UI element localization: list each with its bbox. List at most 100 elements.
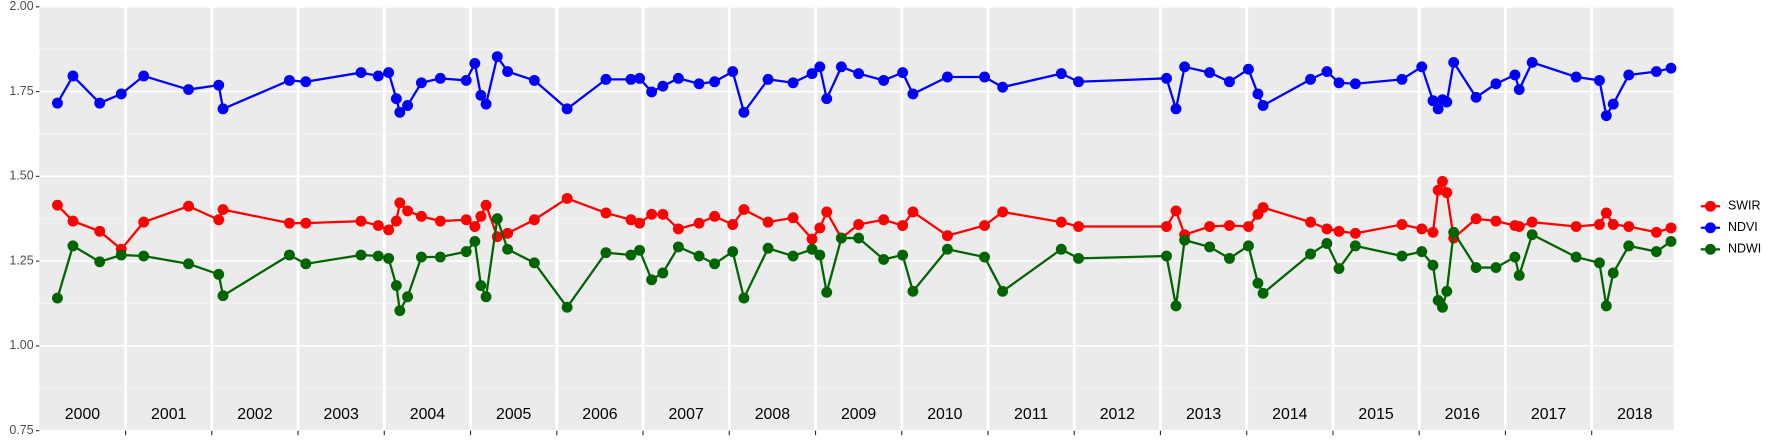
point	[1470, 91, 1482, 103]
point	[1349, 240, 1361, 252]
point	[402, 205, 414, 217]
point	[709, 210, 721, 222]
point	[502, 243, 514, 255]
point	[806, 68, 818, 80]
point	[115, 88, 127, 100]
point	[1257, 287, 1269, 299]
year-label: 2001	[151, 406, 186, 423]
point	[997, 206, 1009, 218]
year-label: 2016	[1445, 406, 1480, 423]
point	[300, 258, 312, 270]
point	[491, 51, 503, 63]
point	[355, 249, 367, 261]
point	[528, 257, 540, 269]
point	[1321, 223, 1333, 235]
point	[390, 280, 402, 291]
point	[835, 61, 847, 73]
point	[502, 227, 514, 239]
point	[1396, 250, 1408, 262]
point	[1513, 269, 1525, 281]
point	[390, 93, 402, 105]
point	[853, 232, 865, 244]
y-tick-label: 1.75	[9, 84, 33, 98]
point	[1416, 61, 1428, 73]
point	[1305, 216, 1316, 228]
legend-label: SWIR	[1728, 199, 1761, 213]
point	[480, 291, 492, 303]
point	[394, 197, 406, 209]
point	[372, 220, 384, 231]
point	[383, 67, 395, 79]
point	[1073, 221, 1084, 232]
point	[394, 106, 406, 118]
point	[469, 221, 481, 232]
point	[1179, 61, 1191, 73]
point	[634, 217, 646, 229]
point	[138, 216, 150, 228]
point	[94, 97, 106, 109]
point	[1607, 98, 1619, 110]
point	[1161, 72, 1172, 84]
point	[1161, 221, 1172, 232]
point	[821, 93, 833, 105]
point	[897, 67, 909, 79]
point	[469, 236, 481, 247]
point	[528, 74, 540, 86]
legend-point	[1704, 222, 1716, 234]
point	[1055, 68, 1067, 80]
point	[1607, 267, 1619, 279]
point	[415, 251, 427, 263]
point	[1349, 78, 1361, 90]
point	[213, 268, 225, 280]
point	[460, 246, 472, 258]
point	[1570, 251, 1582, 263]
point	[1509, 251, 1521, 263]
point	[657, 80, 669, 92]
point	[1204, 67, 1216, 79]
point	[1665, 236, 1677, 247]
point	[402, 291, 414, 303]
point	[897, 220, 909, 231]
point	[806, 243, 818, 255]
point	[1055, 243, 1067, 255]
year-label: 2013	[1186, 406, 1221, 423]
point	[727, 66, 739, 78]
point	[1665, 222, 1677, 234]
year-label: 2005	[496, 406, 531, 423]
point	[1490, 215, 1502, 227]
point	[1242, 240, 1254, 252]
year-label: 2003	[324, 406, 359, 423]
point	[1333, 263, 1345, 275]
point	[283, 74, 295, 86]
point	[1427, 259, 1439, 271]
point	[1526, 229, 1538, 241]
point	[283, 249, 295, 261]
point	[1650, 246, 1662, 258]
point	[878, 74, 890, 86]
point	[1600, 300, 1612, 312]
point	[646, 274, 658, 286]
year-label: 2007	[669, 406, 704, 423]
year-label: 2017	[1531, 406, 1566, 423]
point	[878, 214, 890, 226]
point	[600, 247, 612, 259]
point	[634, 244, 646, 256]
point	[979, 220, 990, 231]
point	[1257, 202, 1269, 213]
point	[1170, 300, 1182, 312]
point	[1252, 88, 1264, 100]
point	[300, 217, 312, 229]
point	[738, 106, 750, 118]
point	[897, 249, 909, 261]
point	[814, 249, 826, 261]
point	[1055, 216, 1067, 228]
point	[460, 74, 472, 86]
point	[821, 206, 833, 218]
point	[52, 97, 63, 109]
point	[1333, 77, 1345, 89]
point	[997, 285, 1009, 297]
point	[1513, 221, 1525, 232]
point	[1170, 103, 1182, 115]
point	[1623, 240, 1635, 252]
point	[657, 267, 669, 279]
